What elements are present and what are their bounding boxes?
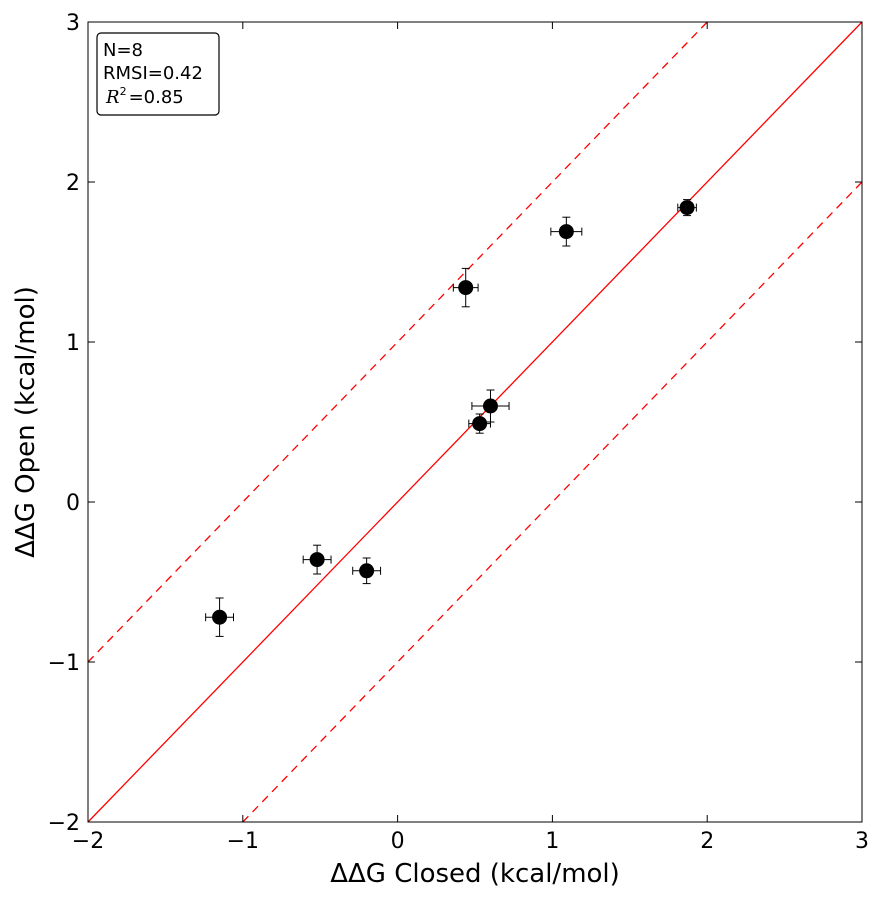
data-point-marker — [558, 224, 574, 240]
stats-box: N=8 RMSI=0.42 R2 =0.85 — [96, 32, 220, 116]
y-tick-label: 2 — [66, 171, 80, 196]
x-tick-label: 0 — [391, 829, 405, 854]
stats-r2-symbol: R — [105, 87, 120, 108]
y-tick-label: −2 — [48, 811, 80, 836]
stats-box-frame — [96, 32, 220, 116]
data-point — [471, 389, 510, 423]
x-tick-label: 1 — [545, 829, 559, 854]
y-axis-label: ΔΔG Open (kcal/mol) — [11, 286, 41, 558]
data-point-marker — [309, 552, 325, 568]
x-tick-label: −2 — [72, 829, 104, 854]
data-point — [205, 597, 235, 637]
data-point-marker — [472, 416, 488, 432]
y-tick-label: −1 — [48, 651, 80, 676]
data-point — [550, 216, 583, 247]
data-point — [302, 544, 332, 575]
data-point — [352, 557, 382, 585]
plot-frame — [87, 21, 863, 823]
data-point — [452, 267, 479, 308]
data-point-marker — [679, 200, 695, 216]
stats-r2-value: =0.85 — [129, 87, 184, 108]
stats-n: N=8 — [103, 40, 143, 61]
data-points — [205, 199, 697, 637]
data-point-marker — [482, 398, 498, 414]
stats-rmsi: RMSI=0.42 — [103, 63, 203, 84]
y-axis: −2 −1 0 1 2 3 — [48, 11, 862, 836]
stats-r2: R2 =0.85 — [105, 85, 184, 108]
y-tick-label: 3 — [66, 11, 80, 36]
x-tick-label: 3 — [855, 829, 869, 854]
y-tick-label: 1 — [66, 331, 80, 356]
x-axis-label: ΔΔG Closed (kcal/mol) — [330, 859, 620, 889]
data-point — [468, 413, 491, 434]
data-point — [677, 199, 697, 217]
reference-line-2 — [242, 181, 863, 823]
data-point-marker — [458, 280, 474, 296]
reference-line-1 — [87, 21, 708, 663]
y-tick-label: 0 — [66, 491, 80, 516]
data-point-marker — [359, 563, 375, 579]
stats-r2-exponent: 2 — [120, 85, 127, 98]
x-tick-label: 2 — [700, 829, 714, 854]
data-point-marker — [212, 609, 228, 625]
x-tick-label: −1 — [227, 829, 259, 854]
x-axis: −2 −1 0 1 2 3 — [72, 22, 869, 854]
